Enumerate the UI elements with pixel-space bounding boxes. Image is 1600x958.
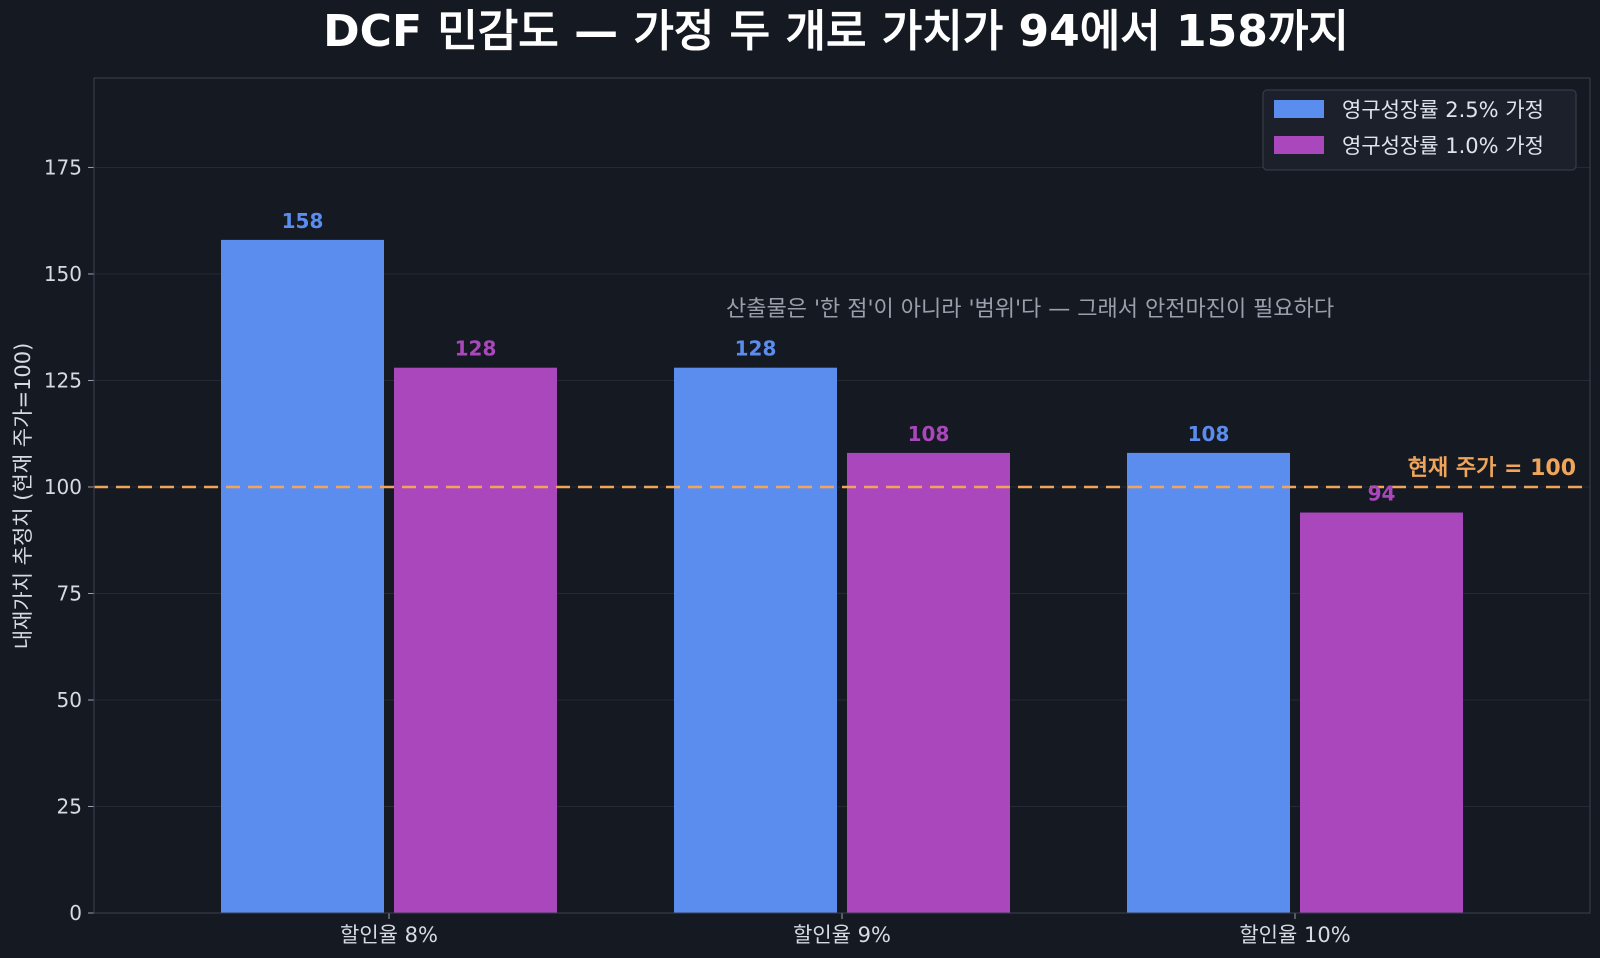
x-axis-ticks: 할인율 8% 할인율 9% 할인율 10% bbox=[340, 913, 1351, 947]
x-tick-label: 할인율 10% bbox=[1239, 923, 1350, 947]
bar-value-label: 158 bbox=[282, 209, 324, 233]
bar-value-label: 128 bbox=[735, 337, 777, 361]
bar-series-a bbox=[221, 239, 384, 913]
y-tick-label: 0 bbox=[69, 901, 82, 925]
bar-series-b bbox=[1300, 512, 1463, 913]
bar-series-a bbox=[674, 367, 837, 914]
x-tick-label: 할인율 9% bbox=[793, 923, 891, 947]
y-tick-label: 50 bbox=[57, 688, 82, 712]
legend-box bbox=[1262, 89, 1577, 171]
legend-swatch-series-b bbox=[1274, 136, 1324, 154]
bars bbox=[221, 239, 1463, 914]
x-tick-label: 할인율 8% bbox=[340, 923, 438, 947]
legend-label-series-a: 영구성장률 2.5% 가정 bbox=[1342, 98, 1544, 122]
reference-line-label: 현재 주가 = 100 bbox=[1408, 456, 1576, 481]
bar-value-label: 108 bbox=[908, 422, 950, 446]
bar-series-b bbox=[394, 367, 557, 914]
bar-value-label: 94 bbox=[1368, 482, 1396, 506]
annotation-text: 산출물은 '한 점'이 아니라 '범위'다 — 그래서 안전마진이 필요하다 bbox=[726, 297, 1334, 322]
legend-swatch-series-a bbox=[1274, 100, 1324, 118]
y-tick-label: 25 bbox=[57, 794, 82, 818]
y-tick-label: 175 bbox=[44, 155, 82, 179]
legend-label-series-b: 영구성장률 1.0% 가정 bbox=[1342, 134, 1544, 158]
bar-value-label: 128 bbox=[455, 337, 497, 361]
legend: 영구성장률 2.5% 가정 영구성장률 1.0% 가정 bbox=[1262, 89, 1577, 171]
bar-series-a bbox=[1127, 452, 1290, 913]
y-tick-label: 125 bbox=[44, 368, 82, 392]
chart-title: DCF 민감도 — 가정 두 개로 가치가 94에서 158까지 bbox=[323, 6, 1349, 57]
y-axis-label: 내재가치 추정치 (현재 주가=100) bbox=[11, 343, 35, 650]
bar-labels: 158 128 128 108 108 94 bbox=[282, 209, 1396, 506]
reference-layer: 현재 주가 = 100 bbox=[94, 456, 1590, 489]
y-axis-ticks: 0 25 50 75 100 125 150 175 bbox=[44, 155, 94, 925]
y-tick-label: 75 bbox=[57, 581, 82, 605]
y-tick-label: 100 bbox=[44, 475, 82, 499]
bar-value-label: 108 bbox=[1188, 422, 1230, 446]
bar-series-b bbox=[847, 452, 1010, 913]
y-tick-label: 150 bbox=[44, 262, 82, 286]
plot-frame bbox=[93, 77, 1591, 914]
